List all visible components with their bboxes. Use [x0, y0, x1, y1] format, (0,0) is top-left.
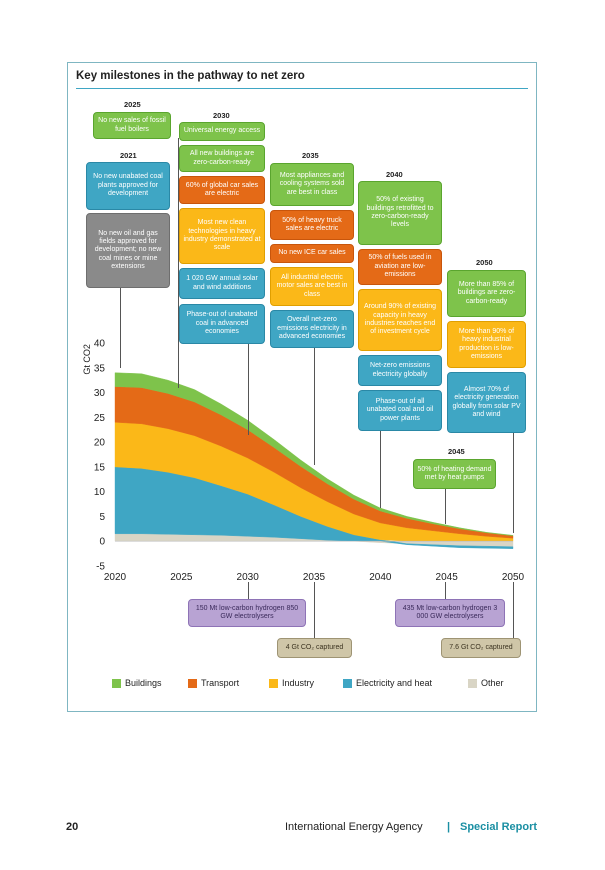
milestone-netzero-global: Net-zero emissions electricity globally: [358, 355, 442, 386]
title-rule: [76, 88, 528, 89]
milestone-ice-sales: No new ICE car sales: [270, 244, 354, 263]
y-tick-label: 25: [94, 413, 106, 424]
connector-h2050: [445, 582, 446, 599]
milestone-coal-plants: No new unabated coal plants approved for…: [86, 162, 170, 210]
connector-c2050: [513, 582, 514, 638]
milestone-coal-oil-phaseout: Phase-out of all unabated coal and oil p…: [358, 390, 442, 431]
page-number: 20: [66, 821, 79, 833]
year-2021-label: 2021: [120, 151, 137, 160]
x-tick-label: 2045: [436, 572, 459, 583]
year-2050-label: 2050: [476, 258, 493, 267]
milestone-heavy-industries: Around 90% of existing capacity in heavy…: [358, 289, 442, 351]
connector-2040: [380, 430, 381, 508]
y-tick-label: -5: [96, 562, 105, 573]
milestone-oil-gas-fields: No new oil and gas fields approved for d…: [86, 213, 170, 288]
y-tick-label: 0: [99, 537, 105, 548]
connector-2050: [513, 433, 514, 533]
legend-swatch-buildings: [112, 678, 121, 688]
year-2040-label: 2040: [386, 170, 403, 179]
legend-other: Other: [468, 678, 504, 688]
connector-2030: [248, 343, 249, 435]
legend-label-other: Other: [481, 678, 504, 688]
y-axis-label: Gt CO2: [82, 344, 92, 375]
milestone-retrofit: 50% of existing buildings retrofitted to…: [358, 181, 442, 245]
x-tick-label: 2050: [502, 572, 525, 583]
milestone-fossil-boilers: No new sales of fossil fuel boilers: [93, 112, 171, 139]
x-tick-label: 2035: [303, 572, 326, 583]
chart-title: Key milestones in the pathway to net zer…: [76, 70, 305, 82]
legend-buildings: Buildings: [112, 678, 162, 688]
milestone-buildings-2050: More than 85% of buildings are zero-carb…: [447, 270, 526, 317]
milestone-solar-wind: 1 020 GW annual solar and wind additions: [179, 268, 265, 299]
capture-2035: 4 Gt CO₂ captured: [277, 638, 352, 658]
milestone-heat-pumps: 50% of heating demand met by heat pumps: [413, 459, 496, 489]
milestone-appliances: Most appliances and cooling systems sold…: [270, 163, 354, 206]
footer-organization: International Energy Agency: [285, 821, 423, 833]
footer-report: Special Report: [460, 821, 538, 833]
y-tick-label: 40: [94, 339, 106, 350]
legend-transport: Transport: [188, 678, 239, 688]
x-tick-label: 2040: [369, 572, 392, 583]
legend-label-electricity: Electricity and heat: [356, 678, 433, 688]
connector-2025: [178, 138, 179, 388]
year-2045-label: 2045: [448, 447, 465, 456]
connector-h2030: [248, 582, 249, 599]
legend-swatch-industry: [269, 678, 278, 688]
y-tick-label: 20: [94, 438, 106, 449]
legend-swatch-other: [468, 678, 477, 688]
area-buildings: [114, 372, 514, 537]
milestone-coal-advanced: Phase-out of unabated coal in advanced e…: [179, 304, 265, 344]
connector-2035: [314, 348, 315, 465]
connector-2045: [445, 488, 446, 524]
milestone-netzero-advanced: Overall net-zero emissions electricity i…: [270, 310, 354, 348]
milestone-heavy-truck: 50% of heavy truck sales are electric: [270, 210, 354, 240]
legend-swatch-transport: [188, 678, 197, 688]
legend-industry: Industry: [269, 678, 314, 688]
legend-swatch-electricity: [343, 678, 352, 688]
y-tick-label: 10: [94, 487, 106, 498]
x-tick-label: 2020: [104, 572, 127, 583]
y-tick-label: 30: [94, 388, 106, 399]
milestone-clean-tech: Most new clean technologies in heavy ind…: [179, 208, 265, 264]
x-tick-label: 2025: [170, 572, 193, 583]
milestone-aviation: 50% of fuels used in aviation are low-em…: [358, 249, 442, 285]
legend-label-buildings: Buildings: [125, 678, 162, 688]
milestone-industrial-2050: More than 90% of heavy industrial produc…: [447, 321, 526, 368]
legend-label-transport: Transport: [201, 678, 240, 688]
milestone-motor-sales: All industrial electric motor sales are …: [270, 267, 354, 306]
y-tick-label: 15: [94, 462, 106, 473]
year-2035-label: 2035: [302, 151, 319, 160]
legend-label-industry: Industry: [282, 678, 315, 688]
legend-electricity: Electricity and heat: [343, 678, 432, 688]
hydrogen-2050: 435 Mt low-carbon hydrogen 3 000 GW elec…: [395, 599, 505, 627]
milestone-universal-access: Universal energy access: [179, 122, 265, 141]
footer-separator: |: [447, 821, 451, 833]
capture-2050: 7.6 Gt CO₂ captured: [441, 638, 521, 658]
milestone-new-buildings: All new buildings are zero-carbon-ready: [179, 145, 265, 172]
year-2030-label: 2030: [213, 111, 230, 120]
y-tick-label: 35: [94, 363, 106, 374]
x-tick-label: 2030: [237, 572, 260, 583]
milestone-solar-2050: Almost 70% of electricity generation glo…: [447, 372, 526, 433]
figure-frame: [67, 62, 537, 712]
milestone-car-sales: 60% of global car sales are electric: [179, 176, 265, 204]
connector-c2035: [314, 582, 315, 638]
y-tick-label: 5: [99, 512, 105, 523]
hydrogen-2030: 150 Mt low-carbon hydrogen 850 GW electr…: [188, 599, 306, 627]
year-2025-label: 2025: [124, 100, 141, 109]
connector-2021: [120, 288, 121, 368]
